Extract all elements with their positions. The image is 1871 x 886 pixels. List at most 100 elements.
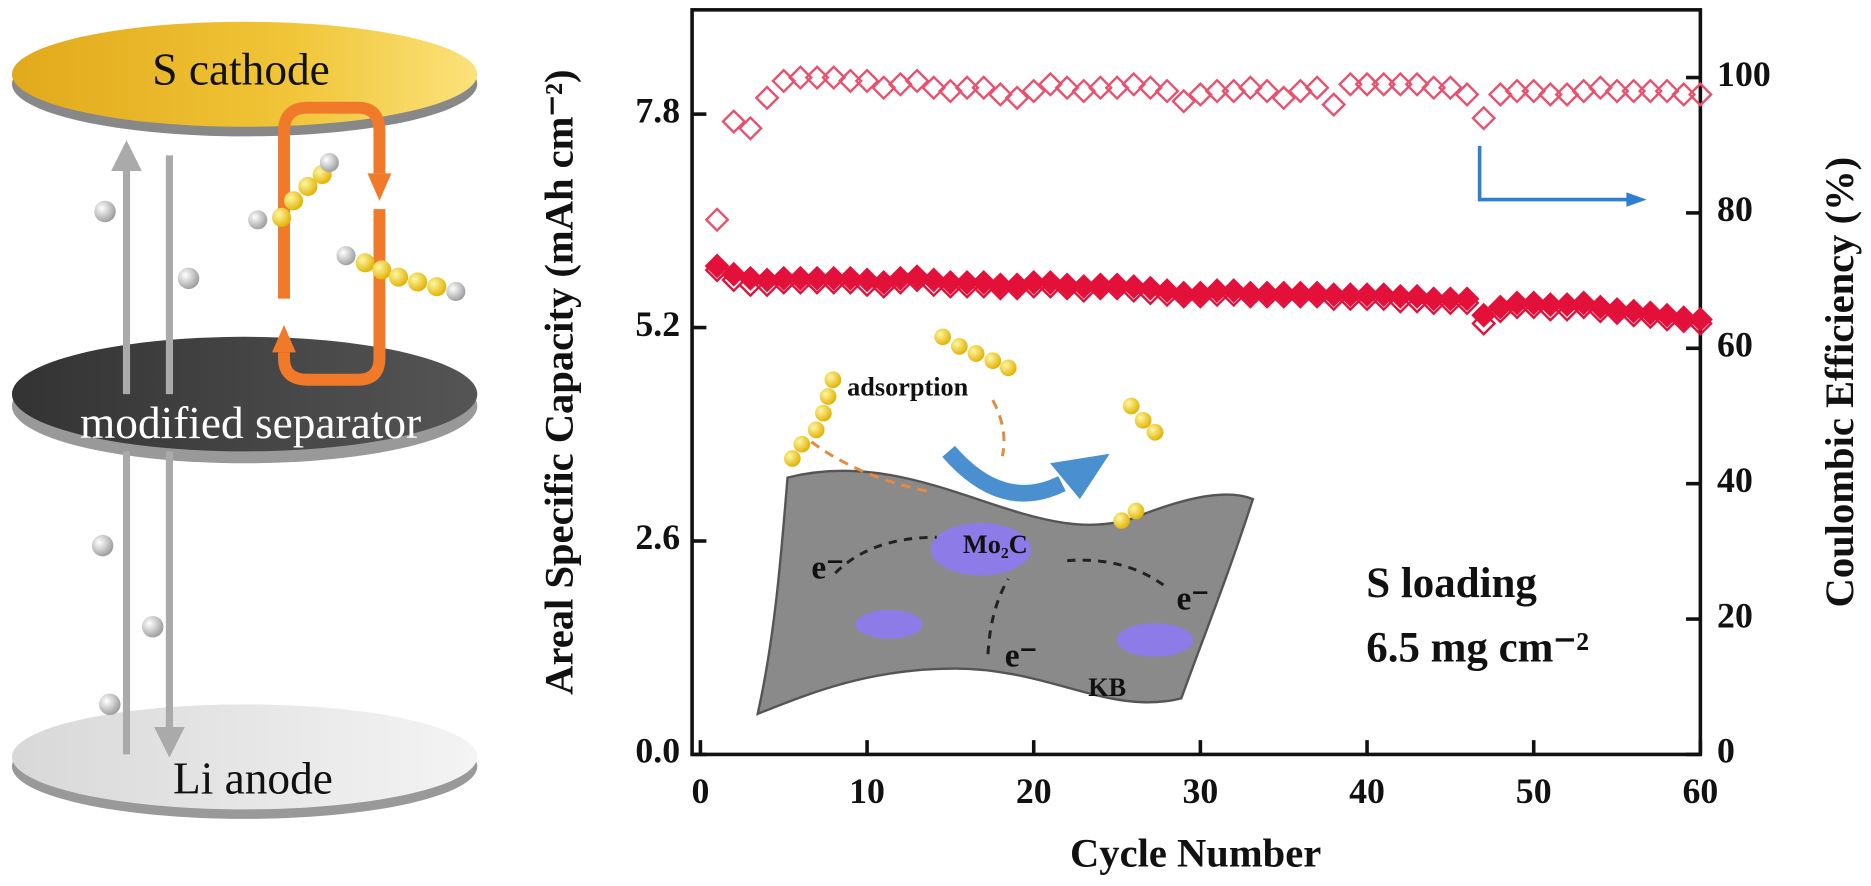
data-point — [1154, 282, 1180, 308]
data-point — [854, 68, 880, 94]
data-point — [937, 78, 963, 104]
data-point — [1404, 288, 1430, 314]
x-tick-label: 50 — [1516, 771, 1552, 811]
data-point — [1654, 306, 1680, 332]
conversion-arrow — [942, 445, 1066, 502]
polysulfide-mid — [355, 253, 447, 297]
data-point — [1354, 282, 1380, 308]
data-point — [1137, 280, 1163, 306]
data-point — [971, 274, 997, 299]
data-point — [1387, 288, 1413, 314]
data-point — [1671, 308, 1697, 334]
data-point — [1504, 294, 1530, 320]
data-point — [937, 269, 963, 295]
polysulfide-top — [272, 164, 332, 228]
data-point — [787, 269, 813, 295]
data-point — [771, 269, 797, 295]
data-point — [1521, 290, 1547, 316]
data-point — [1171, 283, 1197, 309]
data-point — [954, 269, 980, 295]
data-point — [1537, 82, 1563, 107]
data-point — [1137, 75, 1163, 101]
data-point — [1271, 283, 1297, 309]
cathode-label: S cathode — [152, 45, 329, 95]
data-point — [837, 269, 863, 295]
sulfur-chains — [783, 328, 1164, 529]
data-point — [704, 257, 730, 283]
y2-tick-label: 60 — [1717, 325, 1753, 365]
data-point — [1221, 282, 1247, 308]
data-point — [954, 75, 980, 101]
data-point — [1337, 286, 1363, 312]
data-point — [904, 68, 930, 94]
y2-tick-label: 0 — [1717, 731, 1735, 771]
data-point — [737, 115, 763, 141]
data-point — [1237, 280, 1263, 306]
data-point — [1254, 280, 1280, 306]
data-point — [1287, 283, 1313, 309]
data-point — [987, 272, 1013, 298]
cathode-disk — [11, 21, 478, 127]
schematic: S cathode modified separator Li anode — [11, 21, 478, 819]
data-point — [1071, 78, 1097, 104]
data-point — [1371, 71, 1397, 97]
chart: Cycle Number Areal Specific Capacity (mA… — [537, 54, 1862, 876]
data-point — [1437, 286, 1463, 312]
electron-label: e⁻ — [811, 549, 843, 586]
particle — [1116, 623, 1194, 657]
data-point — [1654, 302, 1680, 328]
data-point — [804, 265, 830, 291]
data-point — [1537, 292, 1563, 317]
data-point — [1571, 290, 1597, 316]
data-point — [1687, 82, 1713, 107]
data-point — [1021, 78, 1047, 104]
data-point — [1571, 294, 1597, 320]
y2-axis-title: Coulombic Efficiency (%) — [1817, 157, 1862, 608]
data-point — [1404, 71, 1430, 97]
data-point — [1654, 78, 1680, 104]
data-point — [1154, 78, 1180, 104]
data-point — [971, 269, 997, 295]
data-point — [1454, 82, 1480, 107]
data-point — [821, 269, 847, 295]
data-point — [987, 82, 1013, 107]
data-point — [1037, 71, 1063, 97]
data-point — [721, 267, 747, 293]
polysulfide-ends — [248, 153, 466, 302]
li-ions — [91, 200, 200, 716]
data-point — [1054, 75, 1080, 101]
y-tick-label: 7.8 — [635, 90, 680, 130]
electron-label: e⁻ — [1177, 580, 1209, 617]
data-point — [1137, 275, 1163, 301]
data-point — [1471, 105, 1497, 131]
data-point — [1637, 78, 1663, 104]
shuttle-arrow-up — [272, 324, 296, 353]
data-point — [1437, 75, 1463, 101]
data-point — [1504, 290, 1530, 316]
data-point — [1487, 82, 1513, 107]
data-point — [1371, 286, 1397, 312]
data-point — [1271, 85, 1297, 111]
data-point — [1204, 282, 1230, 308]
y2-tick-label: 20 — [1717, 595, 1753, 635]
y-tick-label: 5.2 — [635, 304, 680, 344]
y-tick-label: 0.0 — [635, 731, 680, 771]
data-point — [737, 265, 763, 291]
data-point — [1587, 294, 1613, 320]
y-axis-title: Areal Specific Capacity (mAh cm⁻²) — [537, 69, 582, 694]
data-point — [1604, 300, 1630, 326]
data-point — [1237, 75, 1263, 101]
data-point — [1421, 290, 1447, 316]
data-point — [1621, 78, 1647, 104]
data-point — [1171, 88, 1197, 114]
electron-paths — [834, 535, 1165, 655]
data-point — [1521, 294, 1547, 320]
data-point — [1421, 75, 1447, 101]
inset: adsorption Mo₂C e⁻ e⁻ e⁻ KB — [756, 328, 1255, 716]
data-point — [1304, 75, 1330, 101]
x-tick-label: 10 — [849, 771, 885, 811]
particle — [855, 610, 923, 639]
data-point — [921, 267, 947, 293]
data-point — [787, 65, 813, 90]
x-tick-label: 30 — [1182, 771, 1218, 811]
